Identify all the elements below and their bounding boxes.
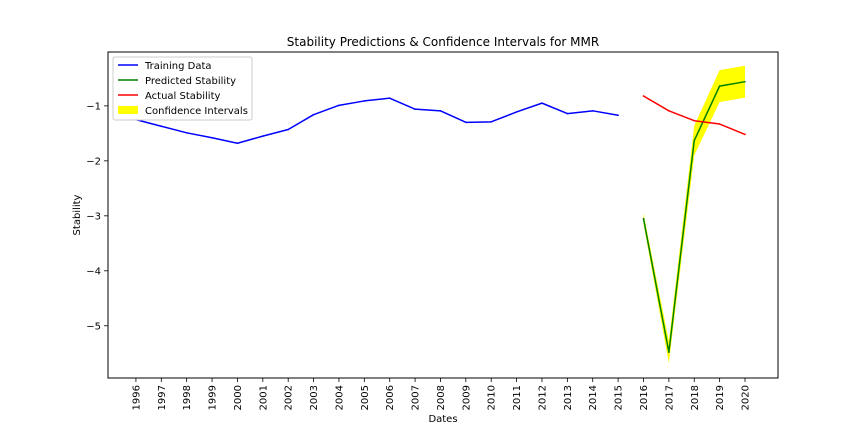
y-tick-label: −4 — [86, 266, 101, 277]
predicted-stability-point — [668, 351, 670, 353]
actual-stability-point — [744, 133, 746, 136]
training-data-point — [591, 110, 594, 112]
y-axis-title: Stability — [72, 194, 83, 235]
x-axis-ticks: 1996 1997 1998 1999 2000 2001 2002 2003 2004 2005… — [131, 378, 752, 410]
legend-label-confidence-intervals: Confidence Intervals — [145, 106, 248, 117]
training-data-point — [363, 100, 366, 102]
legend-box — [112, 56, 253, 121]
series-lines-layer — [135, 80, 746, 353]
training-data-point — [160, 125, 163, 128]
y-tick-label: −2 — [86, 156, 101, 167]
predicted-stability-point — [744, 80, 746, 83]
training-data-point — [262, 135, 264, 137]
training-data-point — [566, 112, 569, 115]
training-data-point — [541, 102, 543, 104]
x-tick-label: 2004 — [334, 385, 345, 410]
training-data-point — [439, 110, 442, 112]
y-tick-label: −5 — [86, 321, 101, 332]
training-data-point — [465, 121, 467, 124]
legend: Training Data Predicted Stability Actual… — [112, 56, 253, 121]
actual-stability-point — [642, 95, 645, 97]
x-tick-label: 2019 — [715, 385, 726, 410]
x-tick-label: 1998 — [182, 385, 193, 410]
predicted-stability-point — [693, 139, 696, 142]
x-tick-label: 2011 — [512, 385, 523, 410]
chart-title: Stability Predictions & Confidence Inter… — [287, 35, 599, 49]
series-line-training-data — [135, 97, 619, 145]
legend-label-training-data: Training Data — [144, 61, 212, 72]
x-tick-label: 2008 — [436, 385, 447, 410]
legend-label-predicted-stability: Predicted Stability — [145, 76, 236, 87]
x-tick-label: 2006 — [385, 385, 396, 410]
actual-stability-point — [718, 123, 721, 125]
x-tick-label: 2016 — [639, 385, 650, 410]
training-data-point — [617, 114, 619, 117]
training-data-point — [211, 136, 213, 139]
training-data-point — [287, 128, 289, 131]
x-tick-label: 2002 — [284, 385, 295, 410]
y-tick-label: −3 — [86, 211, 101, 222]
x-tick-label: 1996 — [131, 385, 142, 410]
confidence-interval-layer — [643, 65, 746, 364]
legend-label-actual-stability: Actual Stability — [145, 91, 221, 102]
training-data-point — [185, 132, 188, 134]
legend-swatch-confidence-intervals — [118, 106, 138, 114]
training-data-point — [312, 113, 315, 116]
x-tick-label: 2015 — [614, 385, 625, 410]
training-data-point — [236, 142, 239, 145]
training-data-point — [388, 97, 391, 99]
x-tick-label: 2001 — [258, 385, 269, 410]
training-data-point — [490, 121, 493, 123]
training-data-point — [515, 111, 518, 113]
x-tick-label: 2020 — [741, 385, 752, 410]
predicted-stability-point — [642, 217, 645, 220]
x-tick-label: 2000 — [233, 385, 244, 410]
training-data-point — [338, 104, 340, 107]
x-tick-label: 2012 — [537, 385, 548, 410]
x-tick-label: 2009 — [461, 385, 472, 410]
x-tick-label: 2007 — [411, 385, 422, 410]
training-data-point — [414, 108, 416, 110]
x-tick-label: 2003 — [309, 385, 320, 410]
x-tick-label: 2017 — [664, 385, 675, 410]
x-axis-title: Dates — [428, 414, 457, 425]
x-tick-label: 2005 — [360, 385, 371, 410]
x-tick-label: 1997 — [157, 385, 168, 410]
plot-frame — [107, 51, 779, 379]
y-axis-ticks: −5 −4 −3 −2 −1 — [86, 101, 108, 332]
confidence-interval-band — [643, 65, 746, 364]
x-tick-label: 2014 — [588, 385, 599, 410]
x-tick-label: 2013 — [563, 385, 574, 410]
x-tick-label: 1999 — [208, 385, 219, 410]
actual-stability-point — [693, 119, 696, 122]
x-tick-label: 2018 — [690, 385, 701, 410]
y-tick-label: −1 — [86, 101, 101, 112]
predicted-stability-point — [718, 85, 721, 87]
actual-stability-point — [668, 110, 670, 112]
x-tick-label: 2010 — [487, 385, 498, 410]
